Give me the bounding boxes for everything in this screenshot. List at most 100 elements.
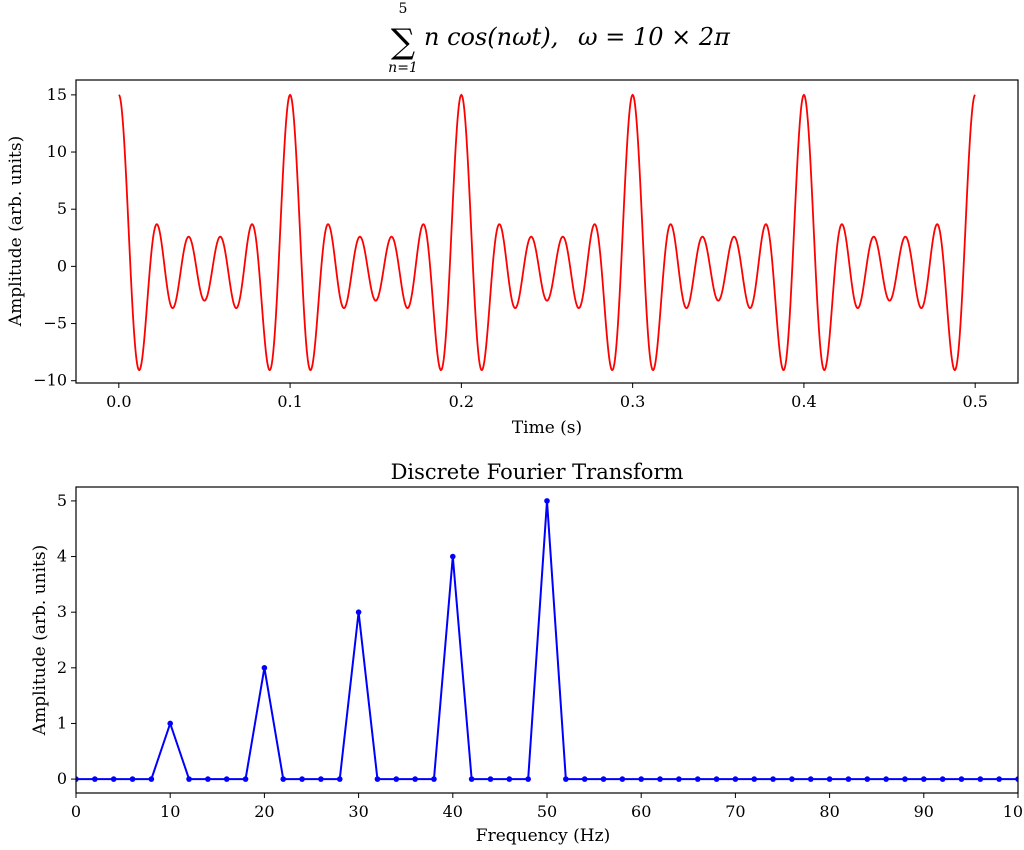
- dft-data-point: [807, 776, 814, 782]
- time-signal-axes-frame: [75, 79, 1019, 384]
- sum-upper-limit: 5: [399, 1, 408, 17]
- dft-ytick-label: 5: [57, 491, 67, 510]
- time-signal-xtick-label: 0.4: [791, 392, 816, 411]
- time-signal-ticks: 0.0 0.1 0.2 0.3 0.4 0.5 −10 −5 0 5 10 15: [33, 85, 988, 411]
- time-signal-ytick-label: −10: [33, 371, 67, 390]
- dft-data-point: [921, 776, 927, 782]
- time-signal-xtick-label: 0.2: [449, 392, 474, 411]
- dft-data-point: [487, 776, 494, 782]
- dft-data-point: [318, 776, 324, 782]
- time-signal-ytick-label: 15: [47, 85, 67, 104]
- dft-data-point: [525, 776, 531, 782]
- dft-ytick-label: 4: [57, 547, 67, 566]
- dft-ytick-label: 0: [57, 769, 67, 788]
- dft-ytick-label: 2: [57, 658, 67, 677]
- time-signal-series-line: [118, 93, 976, 372]
- dft-data-point: [431, 776, 437, 782]
- dft-data-point: [789, 776, 795, 782]
- dft-data-point: [1015, 776, 1018, 782]
- dft-xtick-label: 30: [348, 802, 368, 821]
- dft-data-point: [694, 776, 701, 782]
- dft-data-point: [996, 776, 1002, 782]
- dft-xtick-label: 60: [631, 802, 651, 821]
- dft-ticks: 0 10 20 30 40 50 60 70 80 90 100 0 1 2 3 4 5: [57, 491, 1024, 821]
- dft-data-point: [544, 498, 550, 504]
- dft-data-point: [638, 776, 644, 782]
- dft-data-point: [299, 776, 305, 782]
- dft-ylabel: Amplitude (arb. units): [30, 545, 50, 736]
- dft-ytick-label: 3: [57, 602, 67, 621]
- dft-data-point: [242, 776, 249, 782]
- dft-data-point: [205, 776, 211, 782]
- dft-axes-frame: [75, 486, 1019, 794]
- dft-data-point: [374, 776, 381, 782]
- dft-ytick-label: 1: [57, 713, 67, 732]
- dft-data-point: [619, 776, 626, 782]
- dft-xtick-label: 40: [443, 802, 463, 821]
- dft-data-point: [280, 776, 287, 782]
- dft-data-point: [506, 776, 513, 782]
- sum-lower-limit: n=1: [388, 60, 418, 76]
- dft-data-point: [600, 776, 607, 782]
- dft-data-point: [468, 776, 475, 782]
- dft-data-point: [412, 776, 418, 782]
- dft-data-point: [110, 776, 117, 782]
- dft-data-point: [355, 609, 362, 615]
- time-signal-ytick-label: 0: [57, 256, 67, 275]
- dft-data-point: [336, 776, 343, 782]
- sum-symbol: ∑: [391, 22, 415, 62]
- dft-xtick-label: 20: [254, 802, 274, 821]
- time-signal-ytick-label: 5: [57, 199, 67, 218]
- dft-data-point: [958, 776, 965, 782]
- dft-series-line: [76, 500, 1018, 781]
- time-signal-xtick-label: 0.1: [277, 392, 302, 411]
- dft-data-point: [148, 776, 155, 782]
- dft-title: Discrete Fourier Transform: [391, 460, 684, 484]
- dft-data-point: [223, 776, 230, 782]
- dft-data-point: [581, 776, 588, 782]
- dft-xtick-label: 0: [71, 802, 81, 821]
- dft-data-point: [732, 776, 739, 782]
- time-signal-xlabel: Time (s): [512, 418, 582, 438]
- dft-data-point: [770, 776, 776, 782]
- time-signal-chart: 0.0 0.1 0.2 0.3 0.4 0.5 −10 −5 0 5 10 15 Time (s) A…: [6, 79, 1019, 438]
- dft-data-point: [845, 776, 852, 782]
- dft-plot-area: [76, 498, 1018, 782]
- dft-chart: Discrete Fourier Transform 0 10 20 30 40 50 60…: [30, 460, 1024, 846]
- dft-data-point: [977, 776, 984, 782]
- dft-data-point: [939, 776, 946, 782]
- dft-xtick-label: 70: [725, 802, 745, 821]
- dft-data-point: [902, 776, 908, 782]
- time-signal-ytick-label: −5: [43, 314, 67, 333]
- dft-data-point: [129, 776, 136, 782]
- dft-data-point: [167, 720, 173, 727]
- dft-data-point: [713, 776, 720, 782]
- dft-data-point: [676, 776, 682, 782]
- dft-xtick-label: 100: [1003, 802, 1024, 821]
- dft-data-point: [393, 776, 400, 782]
- dft-xtick-label: 10: [160, 802, 180, 821]
- dft-data-point: [261, 665, 268, 671]
- dft-data-point: [751, 776, 758, 782]
- dft-data-point: [450, 553, 456, 560]
- formula-omega: ω = 10 × 2π: [578, 23, 731, 51]
- dft-data-point: [563, 776, 569, 782]
- dft-data-point: [92, 776, 98, 782]
- figure-title: 5 ∑ n=1 n cos(nωt), ω = 10 × 2π: [388, 1, 731, 76]
- dft-data-point: [186, 776, 192, 782]
- time-signal-xtick-label: 0.0: [106, 392, 131, 411]
- dft-data-point: [883, 776, 889, 782]
- dft-data-point: [826, 776, 833, 782]
- dft-xtick-label: 50: [537, 802, 557, 821]
- dft-xtick-label: 90: [914, 802, 934, 821]
- dft-xlabel: Frequency (Hz): [476, 826, 610, 846]
- time-signal-xtick-label: 0.5: [962, 392, 987, 411]
- dft-data-point: [864, 776, 871, 782]
- time-signal-ylabel: Amplitude (arb. units): [6, 136, 26, 327]
- time-signal-xtick-label: 0.3: [620, 392, 645, 411]
- dft-data-point: [657, 776, 663, 782]
- dft-data-point: [76, 776, 79, 782]
- dft-xtick-label: 80: [819, 802, 839, 821]
- formula-expression: n cos(nωt),: [424, 23, 558, 51]
